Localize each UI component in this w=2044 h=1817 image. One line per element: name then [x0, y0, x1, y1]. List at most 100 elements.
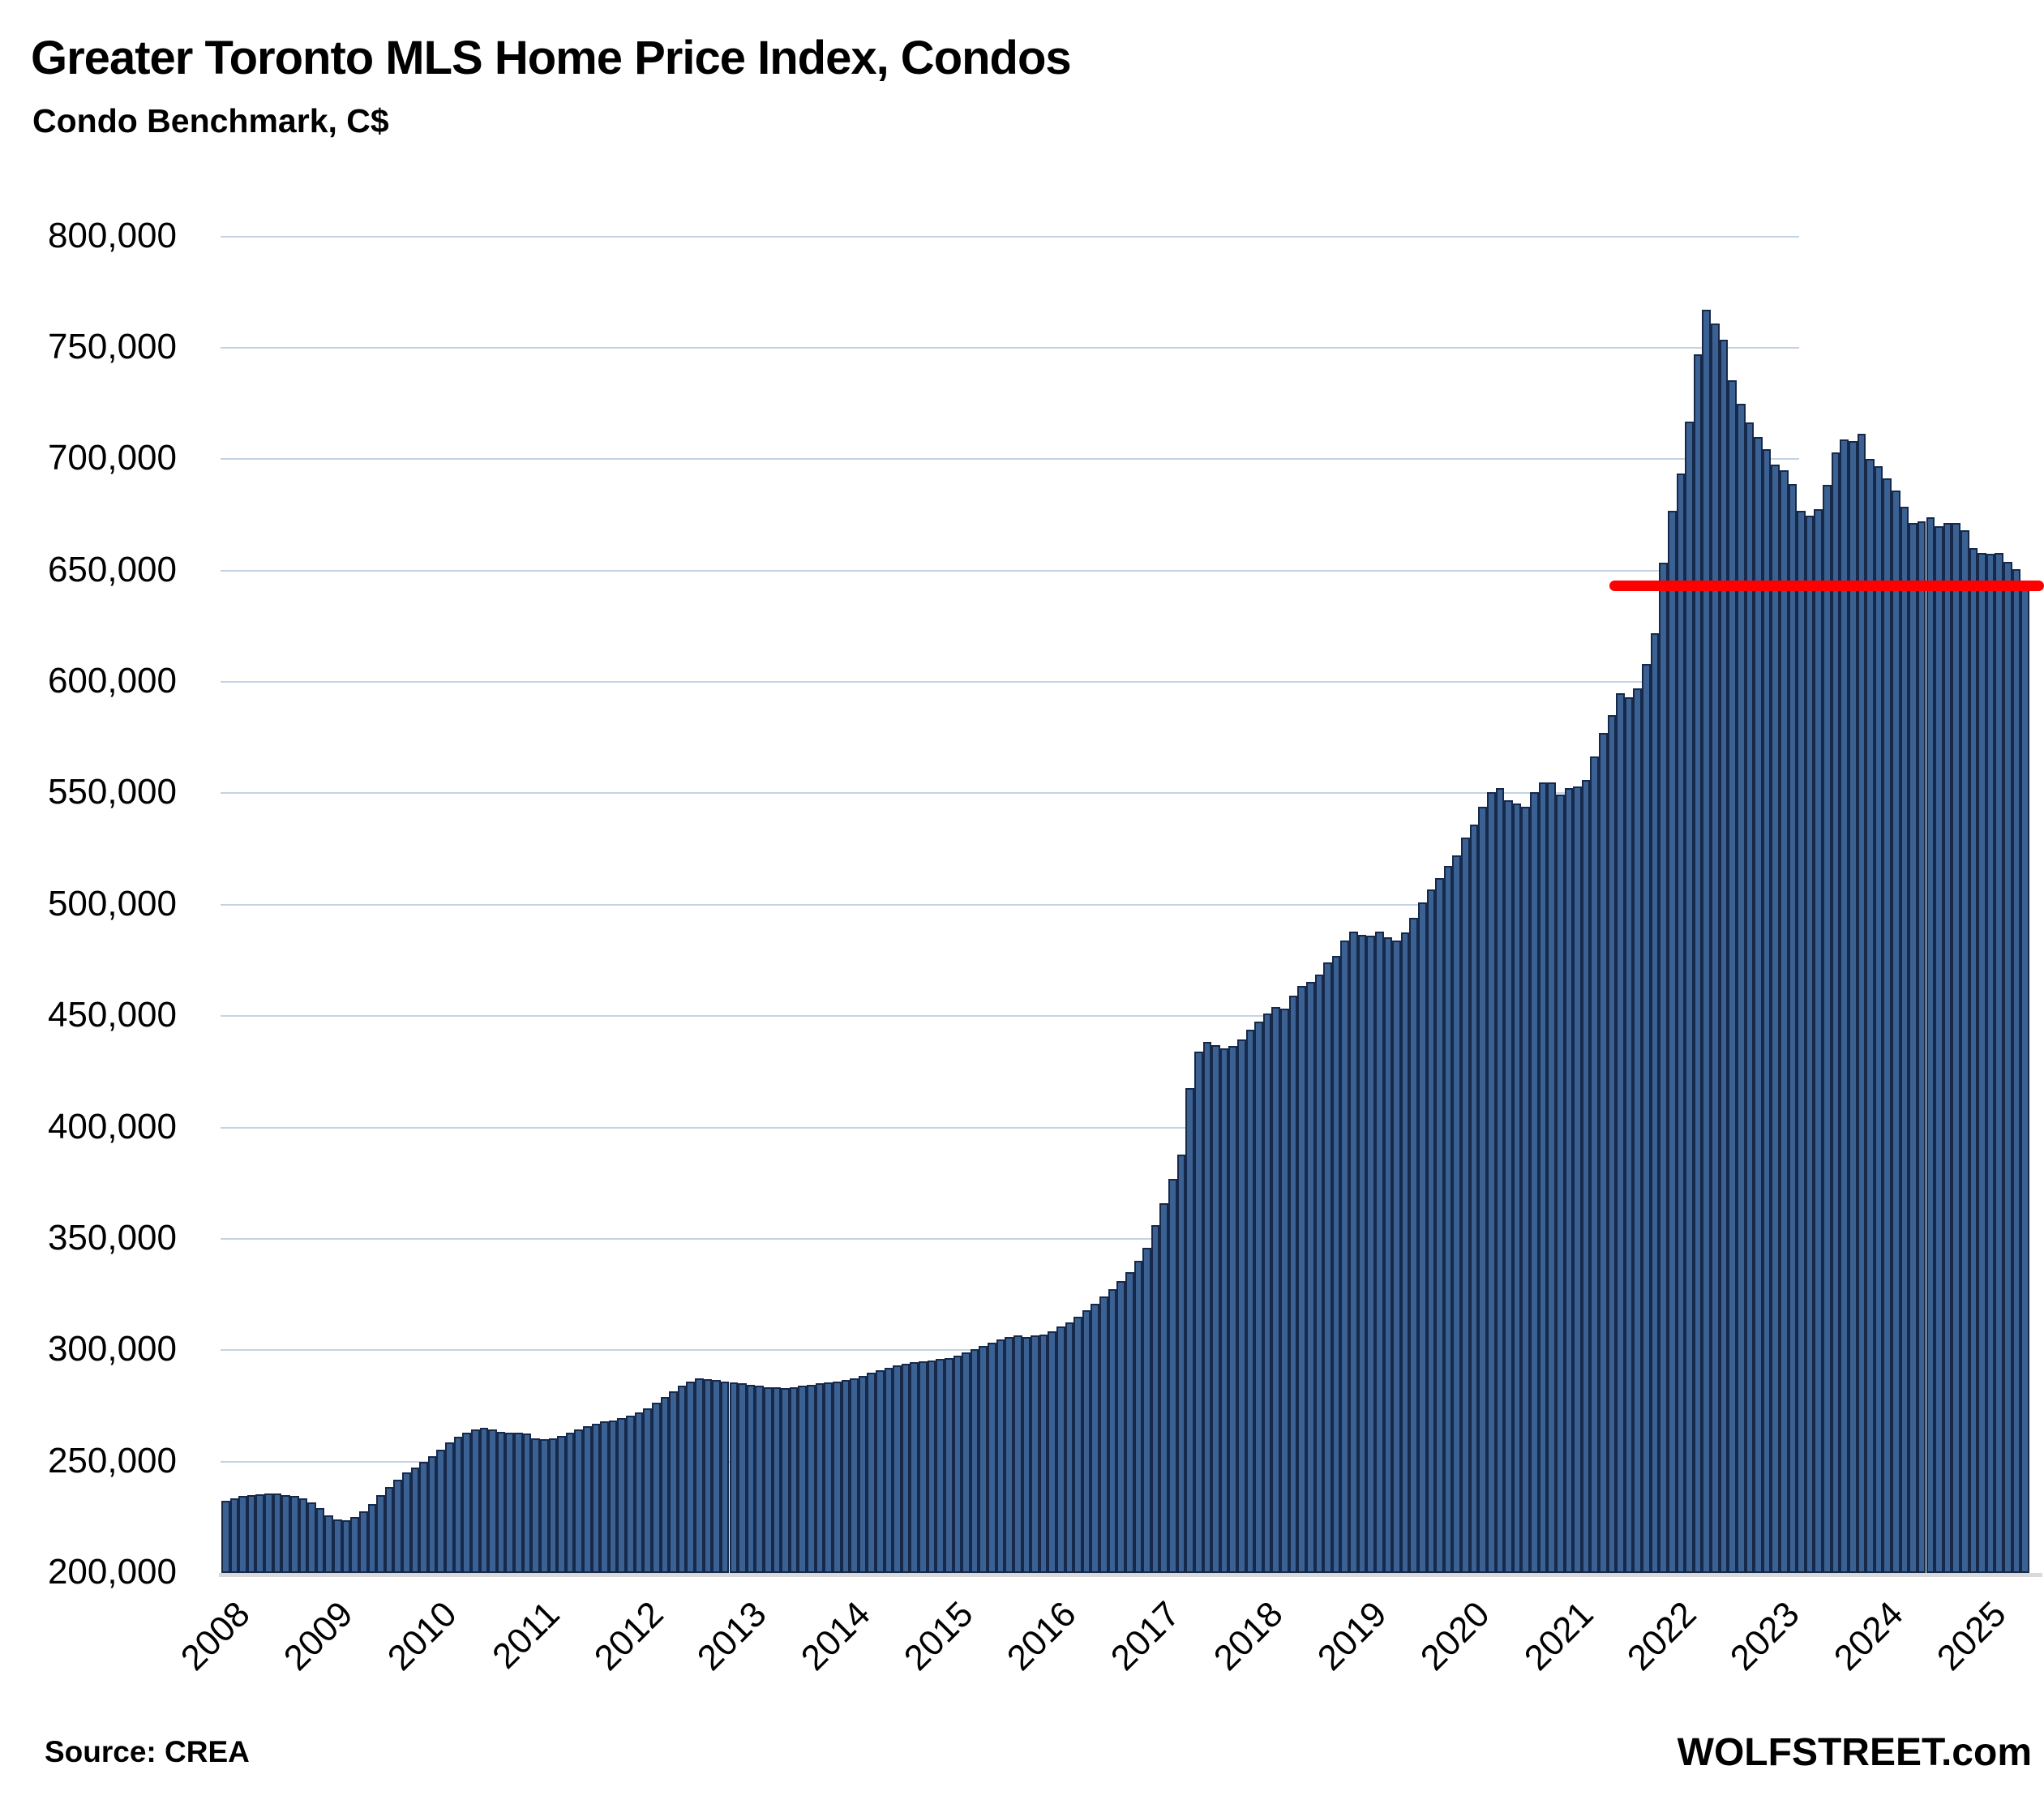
bar: [850, 1378, 859, 1573]
bar: [1736, 403, 1746, 1573]
bar: [1133, 1261, 1143, 1573]
bar: [1486, 792, 1496, 1573]
bar: [298, 1498, 308, 1573]
bar: [1237, 1039, 1246, 1573]
bar: [358, 1511, 368, 1573]
bar: [1400, 932, 1410, 1573]
x-axis-baseline: [219, 1573, 2042, 1577]
bar: [807, 1384, 816, 1573]
bar: [1176, 1154, 1186, 1573]
bar: [1831, 452, 1840, 1573]
bar: [703, 1378, 713, 1573]
bar: [1659, 563, 1668, 1573]
gridline: [221, 1015, 1799, 1018]
bar: [600, 1421, 609, 1573]
bar: [1056, 1326, 1065, 1573]
bar: [1883, 478, 1892, 1573]
bar: [1228, 1046, 1237, 1573]
bar: [1297, 986, 1306, 1573]
bar: [1779, 470, 1789, 1573]
bar: [1598, 733, 1608, 1573]
bar: [919, 1361, 928, 1573]
gridline: [221, 235, 1799, 238]
x-axis-year-label: 2020: [1412, 1594, 1498, 1678]
bar: [1866, 459, 1875, 1573]
bar: [1357, 934, 1367, 1573]
bar: [2012, 569, 2021, 1573]
bar: [1788, 483, 1798, 1573]
bar: [1538, 782, 1548, 1573]
bar: [307, 1502, 316, 1573]
bar: [858, 1375, 868, 1573]
bar: [488, 1429, 497, 1573]
bar: [996, 1339, 1005, 1573]
bar: [936, 1359, 945, 1573]
x-axis-year-label: 2014: [793, 1594, 878, 1678]
bar: [565, 1432, 575, 1573]
bar: [1005, 1336, 1013, 1573]
bar: [1417, 902, 1427, 1573]
bar: [1685, 421, 1694, 1573]
bar: [1305, 981, 1315, 1573]
bar: [1219, 1048, 1229, 1573]
bar: [815, 1383, 825, 1573]
bar: [376, 1494, 385, 1573]
bar: [953, 1356, 962, 1573]
bar: [1711, 323, 1720, 1573]
bar: [1926, 516, 1935, 1573]
bar: [617, 1418, 627, 1573]
bar: [1116, 1281, 1125, 1573]
bar: [1374, 931, 1384, 1573]
bar: [626, 1416, 635, 1573]
bar: [1995, 552, 2004, 1573]
x-axis-year-label: 2019: [1309, 1594, 1395, 1678]
bar: [651, 1402, 661, 1573]
bar: [1031, 1335, 1039, 1573]
bar: [832, 1381, 842, 1573]
bar: [1667, 510, 1677, 1573]
bar: [324, 1515, 334, 1573]
bar: [1814, 509, 1823, 1573]
x-axis-year-label: 2008: [173, 1594, 258, 1678]
bar: [772, 1386, 782, 1573]
bar: [1349, 931, 1358, 1573]
bar: [1909, 522, 1918, 1573]
bar: [1900, 507, 1909, 1573]
bar: [1952, 522, 1960, 1573]
chart-subtitle: Condo Benchmark, C$: [32, 102, 389, 139]
x-axis-year-label: 2010: [379, 1594, 465, 1678]
y-axis-tick-label: 700,000: [47, 438, 177, 478]
bar: [1082, 1309, 1091, 1573]
bar: [1185, 1088, 1194, 1573]
bar: [479, 1428, 489, 1573]
bar: [1762, 448, 1772, 1573]
bar: [910, 1362, 919, 1573]
bar: [315, 1508, 325, 1573]
y-axis-tick-label: 800,000: [47, 215, 177, 255]
gridline: [221, 346, 1799, 349]
bar: [264, 1493, 273, 1573]
bar: [1340, 940, 1350, 1573]
bar: [1478, 806, 1487, 1573]
bar: [608, 1420, 618, 1573]
x-axis-year-label: 2024: [1826, 1594, 1911, 1678]
bar: [1323, 962, 1332, 1573]
bar: [522, 1433, 532, 1573]
bar: [1719, 340, 1729, 1573]
bar: [1581, 779, 1591, 1573]
bar: [1271, 1007, 1281, 1573]
bar: [738, 1383, 747, 1573]
bar: [333, 1519, 342, 1573]
y-axis-tick-label: 650,000: [47, 549, 177, 589]
bar: [1151, 1225, 1160, 1573]
bar: [988, 1342, 996, 1573]
bar: [419, 1461, 428, 1573]
x-axis-year-label: 2012: [586, 1594, 671, 1678]
bar: [1504, 799, 1513, 1573]
bar: [1314, 975, 1324, 1573]
bar: [1048, 1331, 1056, 1573]
bar: [1823, 484, 1832, 1573]
bar: [720, 1381, 730, 1573]
bar: [901, 1363, 911, 1573]
bar: [1642, 664, 1651, 1573]
